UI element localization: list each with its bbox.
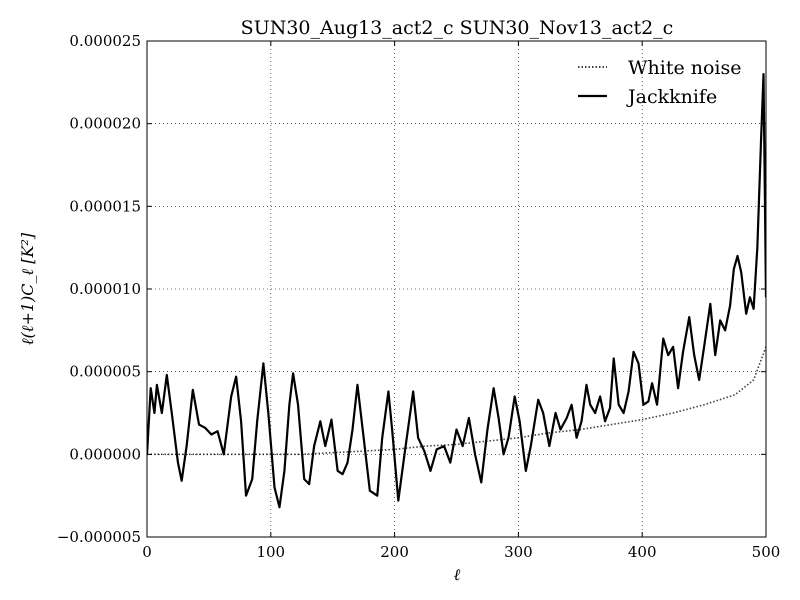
legend-label: Jackknife xyxy=(626,86,717,108)
x-tick-label: 200 xyxy=(380,543,409,561)
y-tick-label: −0.000005 xyxy=(57,528,141,546)
chart-title: SUN30_Aug13_act2_c SUN30_Nov13_act2_c xyxy=(241,17,674,39)
x-tick-label: 300 xyxy=(504,543,533,561)
y-tick-label: 0.000020 xyxy=(69,115,141,133)
y-tick-label: 0.000015 xyxy=(69,197,141,215)
legend: White noise Jackknife xyxy=(578,57,742,108)
y-tick-label: 0.000000 xyxy=(69,445,141,463)
ticks: 0 100 200 300 400 500 −0.000005 0.000000 0.00000… xyxy=(57,32,780,561)
x-tick-label: 0 xyxy=(142,543,152,561)
grid xyxy=(147,41,766,537)
x-axis-label: ℓ xyxy=(454,565,461,584)
x-tick-label: 500 xyxy=(752,543,781,561)
x-tick-label: 100 xyxy=(256,543,285,561)
x-tick-label: 400 xyxy=(628,543,657,561)
series-line-jackknife xyxy=(147,72,766,509)
series-layer xyxy=(147,72,766,509)
y-tick-label: 0.000010 xyxy=(69,280,141,298)
y-axis-label: ℓ(ℓ+1)C_ℓ [K²] xyxy=(18,232,37,345)
y-tick-label: 0.000005 xyxy=(69,363,141,381)
y-tick-label: 0.000025 xyxy=(69,32,141,50)
legend-label: White noise xyxy=(628,57,742,79)
